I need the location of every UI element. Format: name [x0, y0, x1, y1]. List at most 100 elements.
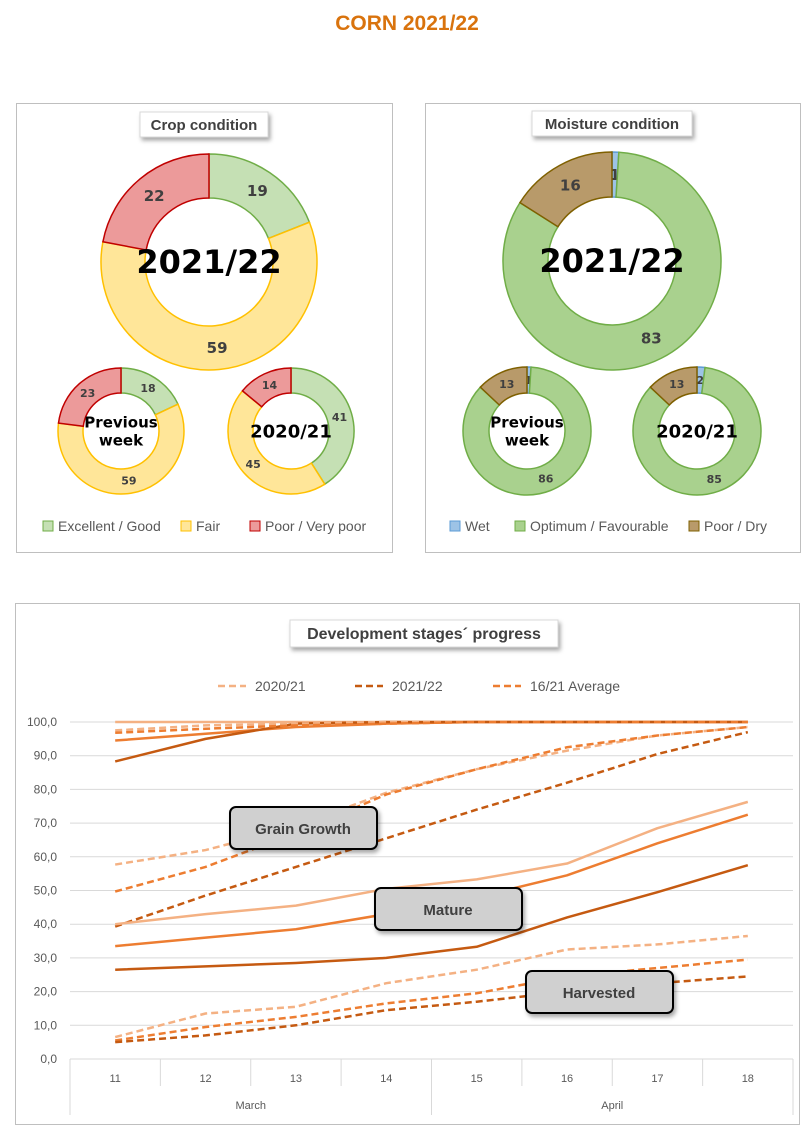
annotation-mature: Mature: [374, 887, 523, 931]
annotation-label: Harvested: [563, 985, 636, 1002]
legend-swatch: [514, 520, 526, 532]
month-label: April: [601, 1100, 623, 1112]
line-legend-item: 2021/22: [355, 678, 443, 694]
donut-value-label: 59: [207, 339, 228, 357]
legend-label: Wet: [465, 518, 490, 534]
series-line-mature: [115, 864, 749, 971]
donut-slice: [518, 151, 613, 228]
series-line-grain-growth: [114, 730, 749, 928]
annotation-box: [525, 970, 674, 1014]
donut-center-label: 2021/22: [136, 243, 281, 281]
legend-item: Poor / Very poor: [249, 518, 367, 534]
development-chart-panel: [15, 603, 800, 1125]
donut-slice: [290, 367, 355, 486]
y-tick-label: 30,0: [34, 951, 58, 965]
series-line-mature: [115, 800, 749, 926]
x-tick-label: 18: [742, 1073, 754, 1085]
month-label: March: [235, 1100, 266, 1112]
donut-center-label: week: [505, 431, 550, 449]
legend-label: Excellent / Good: [58, 518, 161, 534]
x-tick-label: 11: [109, 1073, 120, 1085]
donut-value-label: 86: [538, 472, 554, 485]
donut-crop-2: 41 45 14 2020/21: [227, 367, 355, 495]
donut-value-label: 41: [332, 411, 347, 424]
series-line-early-stage: [114, 720, 748, 763]
legend-item: Excellent / Good: [42, 518, 161, 534]
donut-slice: [479, 366, 528, 407]
donut-center-label: Previous: [490, 413, 563, 431]
legend-label: Optimum / Favourable: [530, 518, 669, 534]
donut-value-label: 13: [499, 378, 514, 391]
donut-value-label: 83: [641, 329, 662, 347]
donut-center-label: Previous: [84, 413, 157, 431]
donut-moisture-2: 2 85 13 2020/21: [632, 366, 762, 496]
annotation-box: [374, 887, 523, 931]
moisture-condition-title: Moisture condition: [531, 110, 693, 137]
series-line-early-stage: [115, 720, 748, 735]
legend-label: 16/21 Average: [530, 678, 620, 694]
y-tick-label: 80,0: [34, 782, 58, 796]
donut-center-label: 2020/21: [250, 421, 332, 442]
donut-slice: [649, 366, 698, 407]
legend-label: 2021/22: [392, 678, 443, 694]
donut-value-label: 45: [245, 458, 260, 471]
svg-text:Development stages´ progress: Development stages´ progress: [307, 626, 541, 643]
donut-value-label: 1: [525, 374, 533, 387]
legend-swatch: [42, 520, 54, 532]
donut-center-label: 2021/22: [539, 242, 684, 280]
donut-slice: [100, 221, 318, 371]
y-tick-label: 20,0: [34, 985, 58, 999]
donut-slice: [241, 367, 292, 408]
y-tick-label: 0,0: [40, 1052, 57, 1066]
donut-value-label: 19: [247, 182, 268, 200]
donut-value-label: 59: [121, 475, 136, 488]
svg-text:Crop condition: Crop condition: [151, 117, 258, 134]
line-legend-item: 16/21 Average: [493, 678, 620, 694]
y-tick-label: 90,0: [34, 749, 58, 763]
y-tick-label: 10,0: [34, 1018, 58, 1032]
x-tick-label: 17: [651, 1073, 663, 1085]
legend-item: Wet: [449, 518, 490, 534]
legend-item: Poor / Dry: [688, 518, 767, 534]
legend-item: Fair: [180, 518, 220, 534]
legend-item: Optimum / Favourable: [514, 518, 669, 534]
x-tick-label: 16: [561, 1073, 573, 1085]
page-title: CORN 2021/22: [335, 12, 479, 35]
legend-label: Fair: [196, 518, 220, 534]
donut-value-label: 22: [144, 187, 165, 205]
annotation-label: Mature: [423, 902, 472, 919]
x-tick-label: 13: [290, 1073, 302, 1085]
line-legend-item: 2020/21: [218, 678, 306, 694]
series-line-harvested: [115, 958, 748, 1042]
donut-center-label: week: [99, 431, 144, 449]
donut-slice: [57, 367, 122, 428]
x-tick-label: 15: [471, 1073, 483, 1085]
y-tick-label: 60,0: [34, 850, 58, 864]
donut-value-label: 1: [609, 166, 619, 184]
donut-slice: [502, 151, 722, 371]
donut-value-label: 85: [707, 473, 722, 486]
svg-text:Moisture condition: Moisture condition: [545, 116, 679, 133]
donut-value-label: 18: [140, 382, 155, 395]
x-tick-label: 14: [380, 1073, 392, 1085]
annotation-grain-growth: Grain Growth: [229, 806, 378, 850]
donut-slice: [462, 366, 592, 496]
donut-slice: [57, 403, 185, 495]
legend-swatch: [180, 520, 192, 532]
donut-value-label: 16: [560, 176, 581, 194]
donut-charts: 1959222021/22185923Previousweek414514202…: [57, 151, 762, 496]
development-chart-title: Development stages´ progress: [289, 619, 559, 648]
donut-center-label: 2020/21: [656, 421, 738, 442]
line-chart: 0,0 10,0 20,0 30,0 40,0 50,0 60,0 70,0 80,0 90,0 1…: [27, 678, 794, 1115]
series-line-harvested: [114, 934, 748, 1039]
donut-legends: Excellent / Good Fair Poor / Very poor Wet O…: [42, 518, 767, 534]
annotation-box: [229, 806, 378, 850]
donut-value-label: 13: [669, 378, 684, 391]
legend-label: Poor / Very poor: [265, 518, 367, 534]
legend-label: Poor / Dry: [704, 518, 767, 534]
donut-moisture-0: 1 83 16 2021/22: [502, 151, 722, 371]
donut-slice: [102, 153, 210, 251]
